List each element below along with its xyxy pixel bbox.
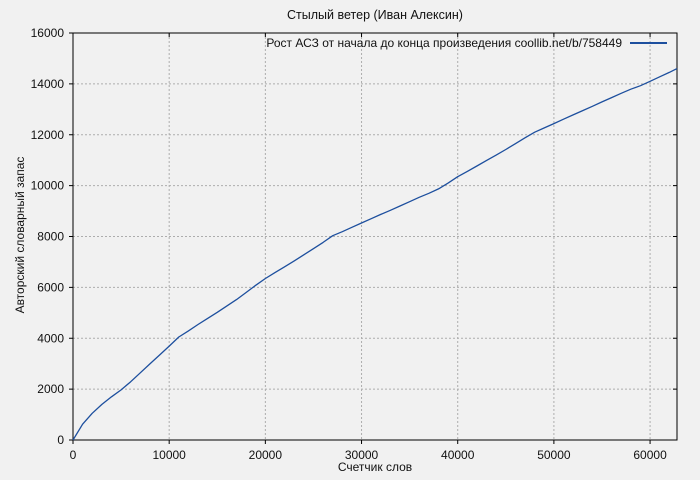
x-tick-label: 20000 (249, 448, 283, 462)
y-axis-title: Авторский словарный запас (13, 156, 27, 314)
y-tick-label: 6000 (37, 280, 64, 294)
legend-line-sample (630, 42, 667, 44)
y-tick-label: 16000 (31, 26, 65, 40)
y-tick-label: 2000 (37, 382, 64, 396)
y-tick-label: 10000 (31, 179, 65, 193)
legend-label: Рост АСЗ от начала до конца произведения… (266, 36, 622, 50)
y-tick-label: 8000 (37, 230, 64, 244)
x-tick-label: 30000 (345, 448, 379, 462)
y-tick-label: 12000 (31, 128, 65, 142)
x-tick-label: 60000 (633, 448, 667, 462)
x-tick-label: 40000 (441, 448, 475, 462)
chart-title: Стылый ветер (Иван Алексин) (287, 8, 463, 22)
y-tick-label: 4000 (37, 331, 64, 345)
x-axis-title: Счетчик слов (337, 460, 413, 474)
y-tick-label: 0 (57, 433, 64, 447)
x-tick-label: 0 (70, 448, 77, 462)
legend: Рост АСЗ от начала до конца произведения… (266, 36, 667, 50)
x-tick-label: 50000 (537, 448, 571, 462)
series-line (72, 68, 678, 441)
x-tick-label: 10000 (152, 448, 186, 462)
y-tick-label: 14000 (31, 77, 65, 91)
